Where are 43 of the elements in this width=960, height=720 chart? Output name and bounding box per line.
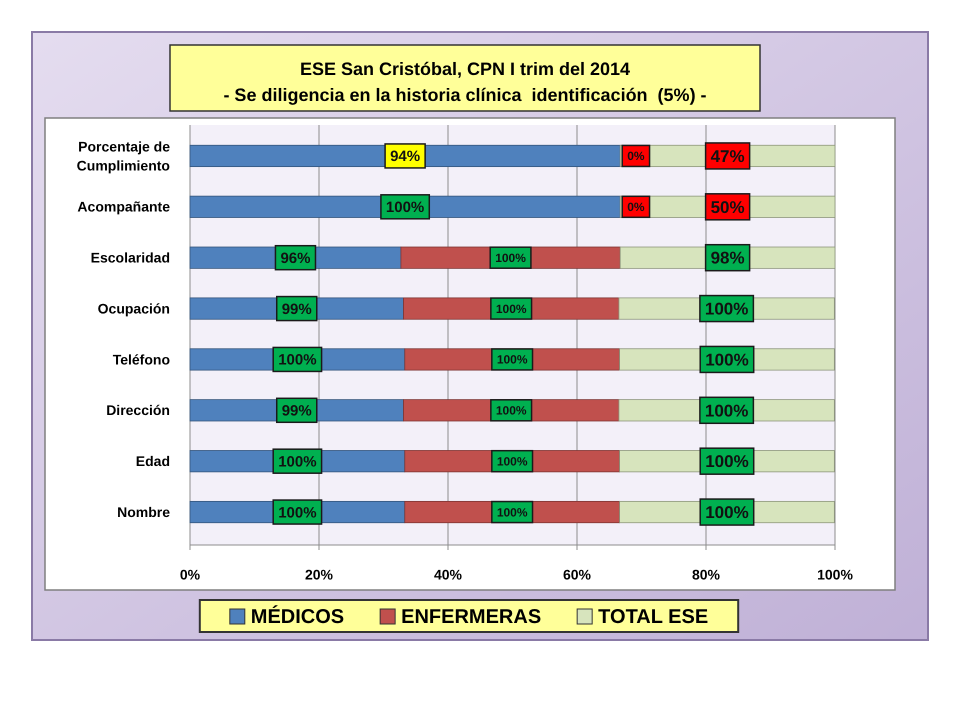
y-tick-label: Dirección [106, 402, 170, 418]
y-tick-label: Ocupación [98, 300, 170, 316]
annotation: 0% [627, 149, 645, 164]
legend-label: ENFERMERAS [401, 606, 542, 628]
y-tick-label: Escolaridad [90, 250, 170, 266]
x-tick-label: 80% [692, 566, 721, 583]
annotation: 50% [710, 198, 745, 217]
annotation: 100% [496, 302, 527, 316]
annotation: 100% [496, 404, 527, 418]
annotation: 47% [710, 146, 745, 166]
annotation: 100% [495, 250, 526, 265]
annotation: 100% [496, 454, 528, 468]
annotation: 94% [390, 148, 420, 166]
annotation: 0% [627, 200, 645, 214]
chart-title: ESE San Cristóbal, CPN I trim del 2014 [300, 59, 630, 79]
x-tick-label: 60% [562, 566, 592, 583]
legend-label: MÉDICOS [250, 605, 344, 628]
annotation: 100% [704, 300, 748, 319]
annotation: 100% [496, 352, 528, 367]
legend-label: TOTAL ESE [598, 606, 708, 628]
annotation: 100% [496, 505, 528, 520]
annotation: 100% [705, 503, 749, 522]
x-tick-label: 0% [180, 566, 201, 583]
y-tick-label: Nombre [117, 504, 170, 520]
annotation: 98% [710, 248, 745, 268]
annotation: 100% [278, 504, 317, 522]
y-tick-label: Porcentaje de Cumplimiento [76, 138, 170, 174]
annotation: 100% [705, 350, 749, 370]
x-tick-label: 20% [304, 566, 334, 583]
chart-subtitle: - Se diligencia en la historia clínica identificación (5%) - [223, 85, 707, 105]
annotation: 99% [282, 300, 312, 318]
y-tick-label: Edad [136, 453, 170, 470]
annotation: 100% [386, 199, 424, 216]
y-tick-label: Teléfono [112, 351, 170, 368]
x-tick-label: 40% [434, 566, 463, 583]
annotation: 99% [282, 402, 312, 420]
annotation: 100% [705, 452, 749, 472]
y-tick-label: Acompañante [77, 198, 170, 215]
annotation: 100% [704, 401, 748, 420]
annotation: 100% [278, 453, 317, 470]
annotation: 96% [280, 250, 310, 267]
x-tick-label: 100% [817, 566, 854, 583]
annotation: 100% [278, 352, 317, 369]
